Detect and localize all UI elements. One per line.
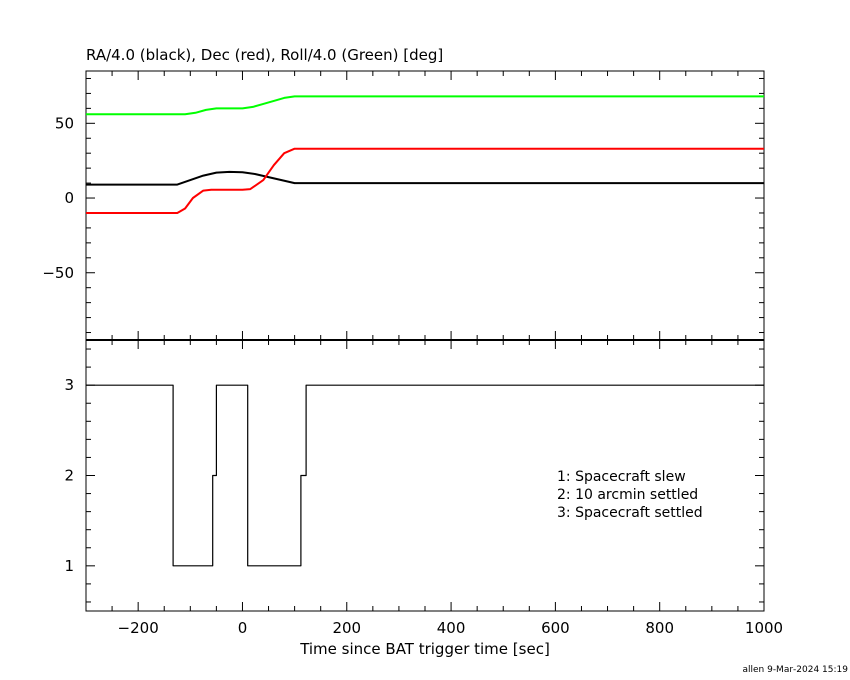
roll-series-line	[86, 95, 764, 116]
legend-item-settled: 3: Spacecraft settled	[557, 505, 703, 521]
settle-status-series	[86, 384, 764, 567]
y-tick-label: 1	[64, 557, 74, 575]
bottom-tick-marks	[85, 340, 765, 611]
legend-item-slew: 1: Spacecraft slew	[557, 469, 686, 485]
ra-series-line	[86, 170, 764, 186]
y-tick-label: 0	[64, 189, 74, 207]
attitude-panel: −50 0 50	[42, 70, 765, 341]
x-tick-label: 200	[332, 619, 361, 637]
x-tick-labels: −200 0 200 400 600 800 1000	[118, 619, 784, 637]
x-tick-label: 1000	[745, 619, 783, 637]
attitude-series-lines	[86, 95, 764, 214]
x-tick-label: 400	[437, 619, 466, 637]
settle-status-panel: 1 2 3 −200 0 200 400 600 800 1000 1: Spacecraft …	[64, 339, 784, 658]
legend-item-10arcmin: 2: 10 arcmin settled	[557, 487, 698, 503]
top-y-tick-labels: −50 0 50	[42, 114, 74, 281]
status-legend: 1: Spacecraft slew 2: 10 arcmin settled …	[557, 469, 703, 521]
y-tick-label: 3	[64, 376, 74, 394]
dec-series-line	[86, 147, 764, 214]
y-tick-label: −50	[42, 264, 74, 282]
top-tick-marks	[85, 71, 765, 340]
y-tick-label: 2	[64, 467, 74, 485]
top-chart-title: RA/4.0 (black), Dec (red), Roll/4.0 (Gre…	[86, 46, 443, 64]
x-tick-label: −200	[118, 619, 159, 637]
footer-stamp: allen 9‑Mar‑2024 15:19	[742, 665, 848, 675]
bottom-y-tick-labels: 1 2 3	[64, 376, 74, 575]
x-axis-label: Time since BAT trigger time [sec]	[299, 640, 550, 658]
x-tick-label: 600	[541, 619, 570, 637]
y-tick-label: 50	[55, 114, 74, 132]
x-tick-label: 800	[645, 619, 674, 637]
x-tick-label: 0	[238, 619, 248, 637]
settle-status-line	[86, 384, 764, 567]
